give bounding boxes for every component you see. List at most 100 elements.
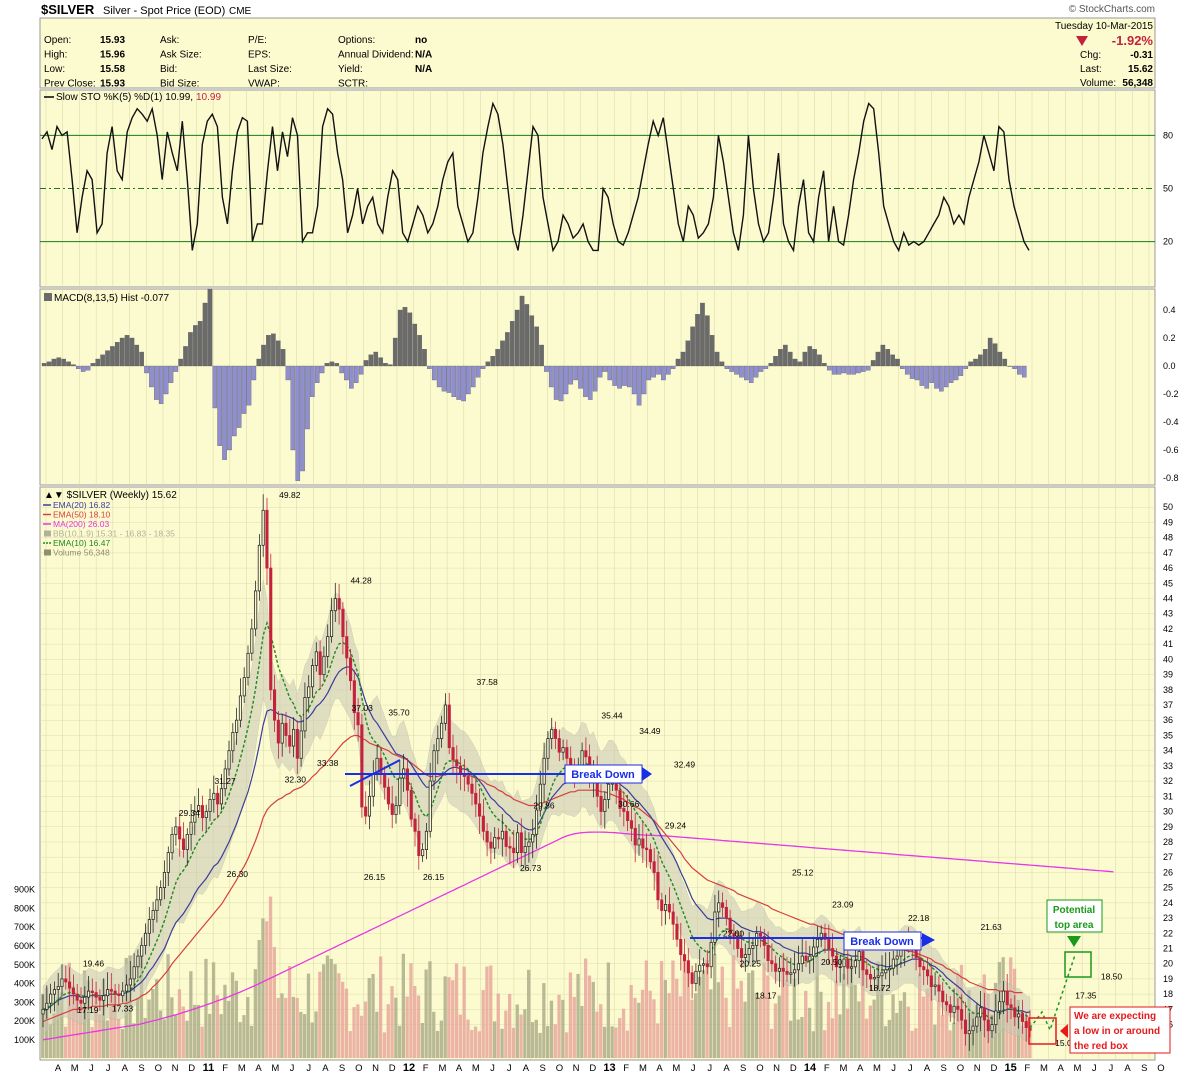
candle-body [250, 628, 254, 654]
candle-body [489, 841, 493, 849]
x-tick-label: 13 [603, 1062, 615, 1074]
candle-body [121, 990, 125, 997]
volume-bar [792, 978, 796, 1058]
candle-body [485, 830, 489, 843]
volume-bar [868, 1005, 872, 1058]
volume-tick-label: 400K [14, 979, 35, 989]
volume-bar [785, 980, 789, 1058]
volume-bar [318, 971, 322, 1058]
x-tick-label: M [639, 1063, 647, 1074]
sto-panel: 20 50 80 Slow STO %K(5) %D(1) 10.99, 10.99 [39, 89, 1173, 288]
volume-bar [842, 973, 846, 1058]
volume-bar [546, 1026, 550, 1058]
potential-top-label-line-1: Potential [1053, 905, 1095, 916]
candle-body [675, 923, 679, 940]
candle-body [986, 1019, 990, 1032]
volume-bar [910, 1030, 914, 1058]
volume-bar [470, 1030, 474, 1058]
macd-bar [548, 365, 554, 388]
macd-bar [768, 363, 774, 367]
volume-bar [420, 1023, 424, 1058]
volume-bar [492, 1021, 497, 1058]
expect-low-box [1069, 1006, 1171, 1054]
candle-body [75, 993, 79, 1001]
macd-bar [324, 363, 330, 367]
macd-bar [958, 365, 964, 376]
macd-bar [261, 344, 266, 367]
candle-body [1001, 990, 1005, 1003]
macd-bar [909, 365, 915, 379]
price-tick-label: 45 [1163, 578, 1173, 588]
x-tick-label: J [1109, 1063, 1114, 1074]
volume-bar [773, 1003, 778, 1058]
candle-body [557, 738, 561, 753]
volume-bar [762, 962, 766, 1058]
volume-bar [713, 953, 717, 1058]
volume-bar [401, 953, 405, 1058]
candle-body [185, 834, 189, 851]
candle-body [447, 704, 451, 748]
volume-bar [325, 955, 330, 1058]
volume-bar [591, 981, 595, 1058]
expect-low-line-3: the red box [1074, 1041, 1128, 1052]
macd-bar [939, 365, 944, 392]
candle-body [724, 907, 728, 919]
volume-bar [94, 993, 98, 1058]
price-label: 29.34 [179, 808, 201, 818]
candle-body [815, 939, 819, 948]
macd-bar [212, 365, 218, 409]
volume-bar [796, 1019, 800, 1058]
macd-bar [783, 344, 788, 367]
volume-bar [565, 1032, 569, 1058]
volume-bar [663, 980, 667, 1058]
macd-bar [578, 365, 583, 389]
macd-bar [778, 349, 783, 367]
volume-bar [675, 978, 679, 1058]
x-tick-label: M [840, 1063, 848, 1074]
macd-legend: MACD(8,13,5) Hist -0.077 [54, 293, 169, 304]
macd-bar [431, 365, 437, 381]
volume-bar [435, 1031, 440, 1058]
candle-body [751, 945, 755, 949]
macd-bar [314, 365, 320, 383]
macd-bar [290, 365, 296, 451]
volume-bar [238, 1022, 242, 1058]
candle-body [242, 677, 246, 697]
x-tick-label: 15 [1004, 1062, 1016, 1074]
macd-bar [480, 365, 486, 369]
volume-bar [276, 997, 280, 1058]
candle-body [831, 948, 835, 957]
price-tick-label: 46 [1163, 563, 1173, 573]
candle-body [238, 695, 243, 721]
macd-bar [865, 365, 871, 371]
macd-tick-label: -0.4 [1163, 417, 1179, 427]
volume-bar [466, 1019, 470, 1058]
potential-top-label-line-2: top area [1055, 920, 1094, 931]
volume-bar [845, 1008, 850, 1058]
volume-tick-label: 200K [14, 1016, 35, 1026]
volume-bar [709, 989, 713, 1058]
candle-body [500, 830, 504, 840]
volume-tick-label: 700K [14, 922, 35, 932]
candle-body [1013, 1007, 1017, 1018]
price-tick-label: 43 [1163, 609, 1173, 619]
volume-bar [90, 1026, 94, 1058]
macd-bar [56, 357, 62, 367]
candle-body [280, 722, 284, 744]
macd-bar [973, 358, 978, 367]
price-label: 29.24 [665, 820, 687, 830]
macd-bar [592, 365, 598, 392]
x-tick-label: S [1141, 1063, 1147, 1074]
macd-bar [573, 365, 578, 381]
candle-body [648, 849, 652, 863]
macd-bar [690, 326, 695, 367]
volume-bar [659, 961, 664, 1058]
macd-bar [402, 307, 408, 367]
x-tick-label: A [656, 1063, 663, 1074]
volume-bar [48, 1023, 52, 1058]
candle-body [721, 902, 725, 908]
candle-body [413, 818, 417, 832]
macd-bar [856, 365, 861, 374]
quote-label: Open: [44, 35, 71, 46]
price-tick-label: 38 [1163, 685, 1173, 695]
